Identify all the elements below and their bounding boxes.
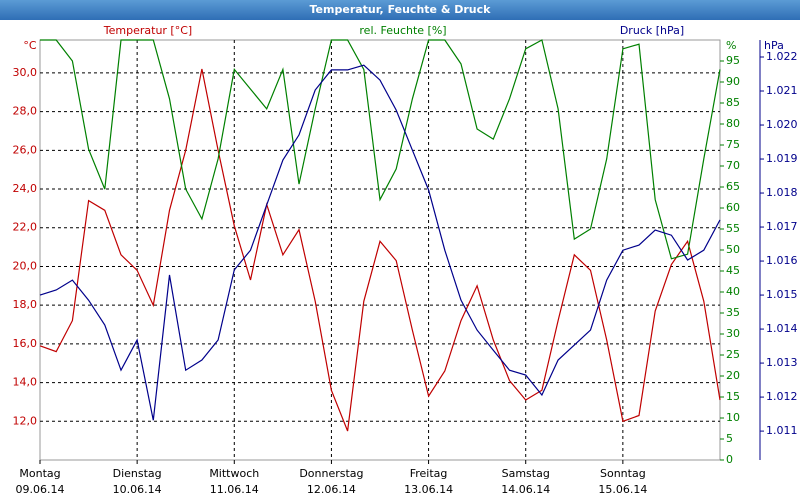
x-date-label: 15.06.14: [598, 483, 647, 496]
y3-tick-label: 1.019: [766, 152, 798, 165]
x-date-label: 09.06.14: [16, 483, 65, 496]
y3-tick-label: 1.020: [766, 118, 798, 131]
y-tick-label: 28,0: [13, 105, 38, 118]
y3-unit: hPa: [764, 39, 784, 52]
x-tick-label: Sonntag: [600, 467, 646, 480]
title-bar: [0, 0, 800, 20]
y3-tick-label: 1.014: [766, 322, 798, 335]
x-date-label: 14.06.14: [501, 483, 550, 496]
series-line: [39, 64, 721, 421]
y3-tick-label: 1.016: [766, 254, 798, 267]
y-tick-label: 24,0: [13, 182, 38, 195]
x-date-label: 13.06.14: [404, 483, 453, 496]
x-date-label: 11.06.14: [210, 483, 259, 496]
legend-entry: rel. Feuchte [%]: [359, 24, 446, 37]
y3-tick-label: 1.015: [766, 288, 798, 301]
y3-tick-label: 1.011: [766, 424, 798, 437]
x-tick-label: Samstag: [502, 467, 550, 480]
y2-tick-label: 80: [726, 117, 740, 130]
y3-tick-label: 1.021: [766, 84, 798, 97]
y2-tick-label: 85: [726, 96, 740, 109]
y3-tick-label: 1.013: [766, 356, 798, 369]
y2-tick-label: 0: [726, 453, 733, 466]
y-tick-label: 22,0: [13, 221, 38, 234]
y3-tick-label: 1.012: [766, 390, 798, 403]
x-tick-label: Donnerstag: [299, 467, 363, 480]
y2-tick-label: 20: [726, 369, 740, 382]
x-date-label: 10.06.14: [113, 483, 162, 496]
legend-entry: Druck [hPa]: [620, 24, 684, 37]
y2-unit: %: [726, 39, 736, 52]
y-tick-label: 14,0: [13, 376, 38, 389]
y2-tick-label: 60: [726, 201, 740, 214]
y3-tick-label: 1.018: [766, 186, 798, 199]
y-tick-label: 30,0: [13, 66, 38, 79]
y-tick-label: 12,0: [13, 414, 38, 427]
y-tick-label: 18,0: [13, 298, 38, 311]
y2-tick-label: 45: [726, 264, 740, 277]
y2-tick-label: 25: [726, 348, 740, 361]
x-tick-label: Dienstag: [113, 467, 162, 480]
series-line: [40, 39, 721, 260]
y2-tick-label: 75: [726, 138, 740, 151]
plot-area: [39, 39, 721, 461]
y2-tick-label: 35: [726, 306, 740, 319]
y2-tick-label: 40: [726, 285, 740, 298]
y2-tick-label: 30: [726, 327, 740, 340]
x-tick-label: Freitag: [410, 467, 448, 480]
x-tick-label: Montag: [19, 467, 60, 480]
y-unit: °C: [23, 39, 37, 52]
y3-tick-label: 1.022: [766, 50, 798, 63]
y2-tick-label: 5: [726, 432, 733, 445]
y2-tick-label: 90: [726, 75, 740, 88]
y2-tick-label: 65: [726, 180, 740, 193]
y-tick-label: 20,0: [13, 259, 38, 272]
y2-tick-label: 15: [726, 390, 740, 403]
y2-tick-label: 95: [726, 54, 740, 67]
y2-tick-label: 55: [726, 222, 740, 235]
x-tick-label: Mittwoch: [209, 467, 259, 480]
y2-tick-label: 10: [726, 411, 740, 424]
y3-tick-label: 1.017: [766, 220, 798, 233]
legend-entry: Temperatur [°C]: [103, 24, 192, 37]
y-tick-label: 26,0: [13, 143, 38, 156]
y2-tick-label: 70: [726, 159, 740, 172]
y2-tick-label: 50: [726, 243, 740, 256]
x-date-label: 12.06.14: [307, 483, 356, 496]
series-line: [39, 68, 721, 432]
chart-title: Temperatur, Feuchte & Druck: [310, 3, 492, 16]
y-tick-label: 16,0: [13, 337, 38, 350]
